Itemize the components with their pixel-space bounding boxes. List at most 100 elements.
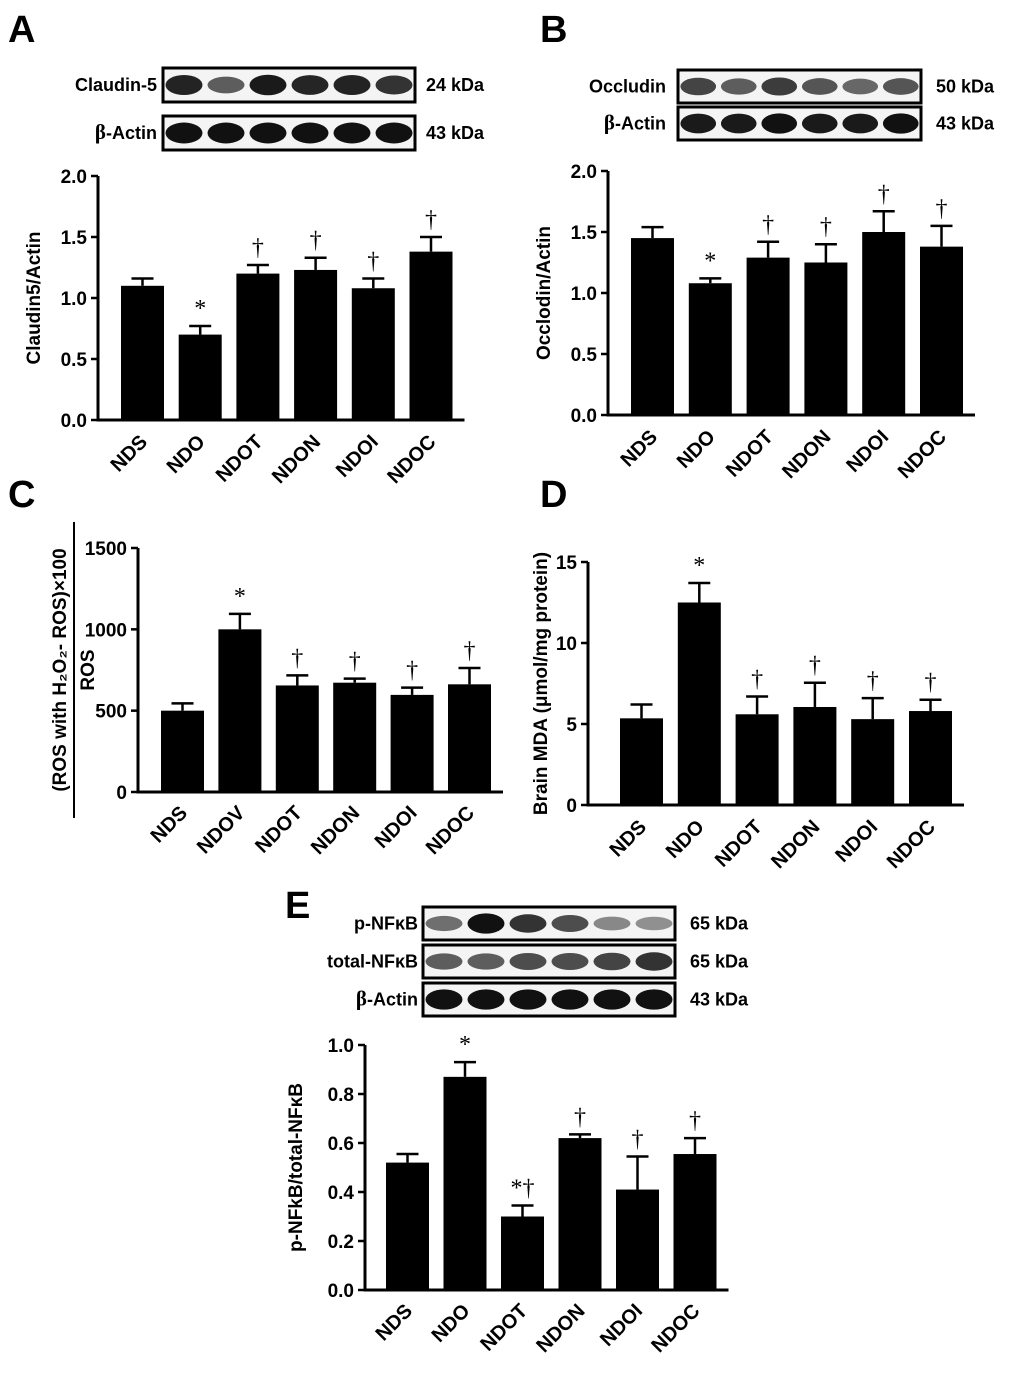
blot-band	[720, 78, 757, 95]
blot-band	[635, 916, 673, 931]
bar-ndon	[558, 1138, 602, 1290]
x-tick-label: NDS	[617, 426, 662, 471]
panel-letter: A	[8, 9, 35, 51]
chart-C: C 0 500 1000 1500 NDS * NDOV † NDOT † NDON † NDOI † NDO…	[8, 474, 503, 859]
blot-band	[291, 122, 329, 144]
blot-band	[467, 989, 505, 1010]
bar-ndot	[275, 685, 319, 792]
x-tick-label: NDS	[107, 431, 152, 476]
blot-band	[207, 122, 245, 144]
bar-ndo	[688, 283, 732, 415]
y-axis-label-denominator: ROS	[78, 649, 99, 690]
x-tick-label: NDON	[778, 426, 835, 483]
x-tick-label: NDOT	[476, 1300, 532, 1356]
significance-mark: †	[406, 658, 418, 684]
blot-label: β-Actin	[95, 120, 157, 144]
blot-size-label: 65 kDa	[690, 914, 749, 934]
significance-mark: †	[936, 196, 948, 222]
y-tick-label: 1.0	[61, 289, 87, 310]
blot-band	[593, 952, 631, 971]
x-tick-label: NDO	[662, 816, 709, 863]
western-blot-A: Claudin-5 24 kDa β-Actin 43 kDa	[75, 66, 485, 152]
y-tick-label: 1000	[85, 620, 127, 641]
y-tick-label: 1.5	[61, 228, 88, 249]
blot-label: β-Actin	[604, 111, 666, 135]
bar-ndon	[793, 706, 837, 805]
blot-label-rest: -Actin	[367, 990, 418, 1010]
blot-band	[249, 122, 287, 144]
y-tick-label: 0.8	[328, 1085, 354, 1106]
bar-ndot	[746, 257, 790, 415]
x-tick-label: NDOT	[212, 431, 268, 487]
blot-band	[207, 76, 245, 94]
x-tick-label: NDO	[428, 1300, 475, 1347]
blot-band	[801, 78, 838, 95]
significance-mark: †	[762, 212, 774, 238]
y-tick-label: 1.0	[571, 284, 597, 305]
bar-ndot	[236, 273, 280, 420]
bar-ndoc	[920, 246, 963, 415]
y-tick-label: 2.0	[571, 162, 597, 183]
blot-frame	[421, 943, 677, 980]
bar-nds	[620, 718, 663, 805]
significance-mark: †	[809, 653, 821, 679]
blot-band	[425, 953, 463, 970]
x-tick-label: NDOI	[596, 1300, 647, 1351]
significance-mark: *†	[511, 1175, 535, 1201]
y-tick-label: 5	[566, 715, 577, 736]
x-tick-label: NDOT	[722, 426, 778, 482]
panel-letter: B	[540, 9, 567, 51]
significance-mark: †	[751, 666, 763, 692]
y-tick-label: 1500	[85, 539, 127, 560]
y-tick-label: 1.5	[571, 223, 598, 244]
bar-ndoc	[409, 251, 453, 420]
significance-mark: †	[291, 645, 303, 671]
western-blot-E: p-NFκB 65 kDa total-NFκB 65 kDa β-Actin 43 kD…	[327, 905, 749, 1018]
blot-size-label: 43 kDa	[426, 123, 485, 143]
blot-band	[680, 77, 717, 96]
y-tick-label: 0.5	[61, 350, 88, 371]
y-tick-label: 0.4	[328, 1183, 355, 1204]
bar-ndon	[294, 269, 338, 420]
blot-label: β-Actin	[356, 987, 418, 1011]
y-axis-label: p-NFkB/total-NFκB	[286, 1083, 307, 1252]
bar-ndo	[178, 334, 222, 420]
x-tick-label: NDO	[673, 426, 720, 473]
significance-mark: †	[820, 214, 832, 240]
blot-frame	[161, 66, 417, 104]
blot-label: total-NFκB	[327, 952, 418, 972]
blot-label-rest: -Actin	[615, 114, 666, 134]
bar-ndoi	[851, 719, 895, 805]
y-tick-label: 0	[116, 783, 127, 804]
bar-ndo	[677, 602, 721, 805]
bar-ndoc	[909, 711, 952, 805]
blot-band	[509, 914, 547, 933]
blot-band	[635, 952, 673, 971]
beta-symbol: β	[356, 987, 367, 1011]
blot-frame	[161, 114, 417, 152]
x-tick-label: NDON	[532, 1300, 589, 1357]
blot-band	[842, 113, 879, 134]
blot-band	[425, 915, 463, 932]
x-tick-label: NDOC	[422, 802, 479, 859]
bar-nds	[631, 238, 674, 415]
beta-symbol: β	[95, 120, 106, 144]
y-tick-label: 0.6	[328, 1134, 354, 1155]
significance-mark: †	[867, 668, 879, 694]
blot-band	[882, 78, 919, 95]
bar-ndoc	[448, 684, 491, 792]
blot-band	[375, 122, 413, 144]
blot-band	[165, 75, 203, 95]
blot-band	[333, 122, 371, 144]
y-axis-label: Occlodin/Actin	[534, 226, 555, 360]
x-tick-label: NDS	[372, 1300, 417, 1345]
y-axis-label: Claudin5/Actin	[24, 231, 45, 364]
y-tick-label: 15	[556, 553, 578, 574]
bar-nds	[386, 1162, 429, 1290]
x-tick-label: NDOV	[193, 802, 250, 859]
blot-band	[551, 952, 589, 971]
blot-label-rest: -Actin	[106, 123, 157, 143]
blot-band	[165, 122, 203, 144]
blot-band	[801, 113, 838, 134]
